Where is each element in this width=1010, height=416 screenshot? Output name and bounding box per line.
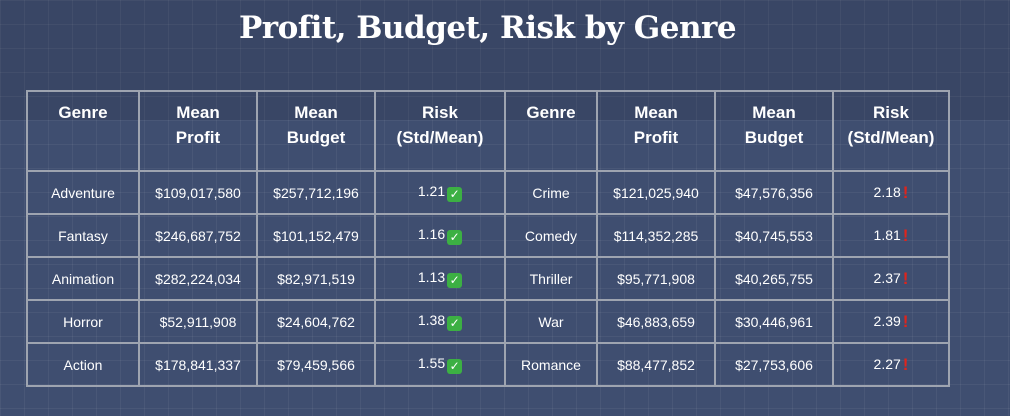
risk-value: 1.16 [417,226,446,242]
genre-cell: Crime [504,170,598,215]
table-row: Fantasy $246,687,752 $101,152,479 1.16 ✓ … [26,213,950,258]
column-header: Risk (Std/Mean) [832,90,950,172]
risk-value: 1.55 [417,355,446,371]
header-line: Risk [422,103,458,122]
check-icon: ✓ [447,230,463,245]
genre-cell: Horror [26,299,140,344]
check-icon: ✓ [447,359,463,374]
column-header: Mean Profit [138,90,258,172]
column-header: Mean Profit [596,90,716,172]
genre-cell: Thriller [504,256,598,301]
mean-profit-cell: $52,911,908 [138,299,258,344]
header-line: Mean [294,103,338,122]
column-header: Genre [504,90,598,172]
risk-cell: 2.37! [832,256,950,301]
risk-value: 2.37 [873,269,901,286]
check-icon: ✓ [447,187,463,202]
mean-budget-cell: $24,604,762 [256,299,376,344]
header-line: Mean [634,103,678,122]
exclamation-icon: ! [902,268,909,288]
table-row: Action $178,841,337 $79,459,566 1.55 ✓ Ro… [26,342,950,387]
mean-profit-cell: $109,017,580 [138,170,258,215]
header-line: Budget [286,128,346,147]
header-row: Genre Mean Profit Mean Budget Risk (Std/Mea… [26,90,950,172]
mean-profit-cell: $121,025,940 [596,170,716,215]
column-header: Mean Budget [714,90,834,172]
column-header: Risk (Std/Mean) [374,90,506,172]
mean-profit-cell: $88,477,852 [596,342,716,387]
genre-cell: Fantasy [26,213,140,258]
mean-budget-cell: $101,152,479 [256,213,376,258]
mean-budget-cell: $257,712,196 [256,170,376,215]
risk-value: 1.21 [417,183,446,199]
genre-cell: Romance [504,342,598,387]
genre-cell: Adventure [26,170,140,215]
header-line: Profit [175,128,221,147]
risk-value: 2.27 [873,355,901,372]
risk-cell: 1.55 ✓ [374,342,506,387]
mean-profit-cell: $95,771,908 [596,256,716,301]
mean-profit-cell: $114,352,285 [596,213,716,258]
risk-value: 1.13 [417,269,446,285]
table-row: Adventure $109,017,580 $257,712,196 1.21… [26,170,950,215]
risk-value: 2.39 [873,312,901,329]
check-icon: ✓ [447,316,463,331]
exclamation-icon: ! [902,225,909,245]
risk-cell: 2.27! [832,342,950,387]
header-line: (Std/Mean) [847,128,935,147]
header-line: Mean [176,103,220,122]
header-line: Risk [873,103,909,122]
column-header: Mean Budget [256,90,376,172]
risk-value: 1.81 [873,226,901,243]
risk-cell: 1.38 ✓ [374,299,506,344]
header-line: Genre [526,103,576,122]
risk-value: 1.38 [417,312,446,328]
risk-cell: 1.16 ✓ [374,213,506,258]
exclamation-icon: ! [902,311,909,331]
mean-budget-cell: $40,265,755 [714,256,834,301]
risk-cell: 1.21 ✓ [374,170,506,215]
genre-cell: War [504,299,598,344]
mean-profit-cell: $46,883,659 [596,299,716,344]
mean-budget-cell: $82,971,519 [256,256,376,301]
mean-budget-cell: $40,745,553 [714,213,834,258]
mean-budget-cell: $30,446,961 [714,299,834,344]
exclamation-icon: ! [902,182,909,202]
mean-budget-cell: $47,576,356 [714,170,834,215]
genre-cell: Animation [26,256,140,301]
mean-profit-cell: $282,224,034 [138,256,258,301]
exclamation-icon: ! [902,354,909,374]
header-line: Mean [752,103,796,122]
risk-value: 2.18 [873,183,901,200]
genre-cell: Comedy [504,213,598,258]
risk-cell: 2.39! [832,299,950,344]
mean-budget-cell: $27,753,606 [714,342,834,387]
page-title: Profit, Budget, Risk by Genre [238,10,737,46]
column-header: Genre [26,90,140,172]
risk-cell: 2.18! [832,170,950,215]
genre-cell: Action [26,342,140,387]
header-line: Profit [633,128,679,147]
table-row: Animation $282,224,034 $82,971,519 1.13 ✓… [26,256,950,301]
check-icon: ✓ [447,273,463,288]
header-line: (Std/Mean) [396,128,484,147]
mean-profit-cell: $178,841,337 [138,342,258,387]
risk-cell: 1.81! [832,213,950,258]
mean-profit-cell: $246,687,752 [138,213,258,258]
risk-cell: 1.13 ✓ [374,256,506,301]
header-line: Genre [58,103,108,122]
mean-budget-cell: $79,459,566 [256,342,376,387]
header-line: Budget [744,128,804,147]
table-row: Horror $52,911,908 $24,604,762 1.38 ✓ War… [26,299,950,344]
genre-table: Genre Mean Profit Mean Budget Risk (Std/Mea… [26,90,950,387]
